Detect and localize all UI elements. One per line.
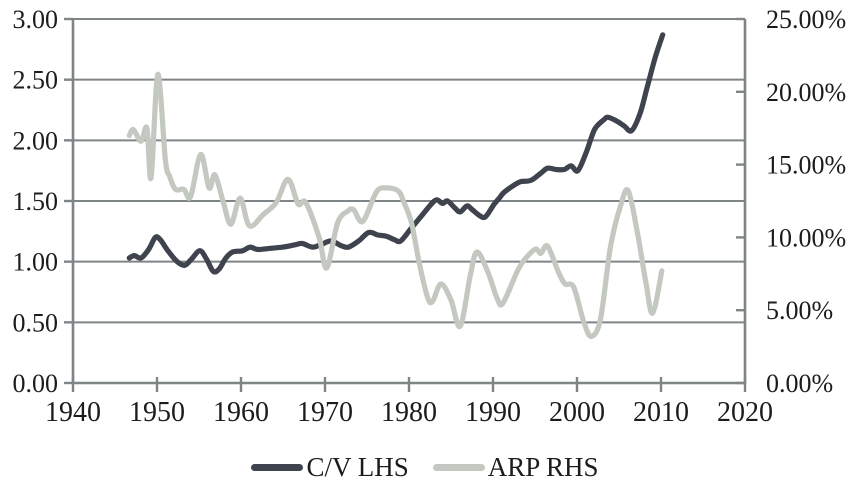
arp-rhs-line — [126, 71, 665, 339]
x-tick-label: 1980 — [381, 397, 437, 428]
y-left-tick-label: 3.00 — [13, 5, 59, 34]
y-left-tick-label: 1.00 — [13, 248, 59, 277]
y-left-tick-label: 2.00 — [13, 126, 59, 155]
x-tick-label: 1960 — [213, 397, 269, 428]
y-right-tick-label: 0.00% — [766, 369, 833, 398]
y-left-tick-label: 1.50 — [13, 187, 59, 216]
legend-label-arp: ARP RHS — [487, 452, 599, 482]
y-right-tick-label: 25.00% — [766, 5, 846, 34]
legend-item-cv-lhs: C/V LHS — [251, 452, 409, 482]
legend-swatch-arp-line — [432, 464, 485, 471]
y-right-tick-label: 10.00% — [766, 223, 846, 252]
y-left-tick-label: 0.50 — [13, 308, 59, 337]
y-right-tick-label: 15.00% — [766, 151, 846, 180]
y-left-tick-label: 0.00 — [13, 369, 59, 398]
cv-lhs-line — [126, 32, 666, 275]
legend-label-cv: C/V LHS — [306, 452, 409, 482]
x-tick-label: 1970 — [297, 397, 353, 428]
y-right-tick-label: 20.00% — [766, 78, 846, 107]
chart-legend: C/V LHS ARP RHS — [0, 454, 850, 481]
x-tick-label: 1990 — [465, 397, 521, 428]
legend-item-arp-rhs: ARP RHS — [432, 452, 599, 482]
x-tick-label: 1950 — [129, 397, 185, 428]
legend-swatch-cv-line — [251, 464, 304, 471]
x-tick-label: 2020 — [717, 397, 773, 428]
x-tick-label: 2000 — [549, 397, 605, 428]
y-right-tick-label: 5.00% — [766, 296, 833, 325]
y-left-tick-label: 2.50 — [13, 66, 59, 95]
x-tick-label: 1940 — [45, 397, 101, 428]
x-tick-label: 2010 — [633, 397, 689, 428]
